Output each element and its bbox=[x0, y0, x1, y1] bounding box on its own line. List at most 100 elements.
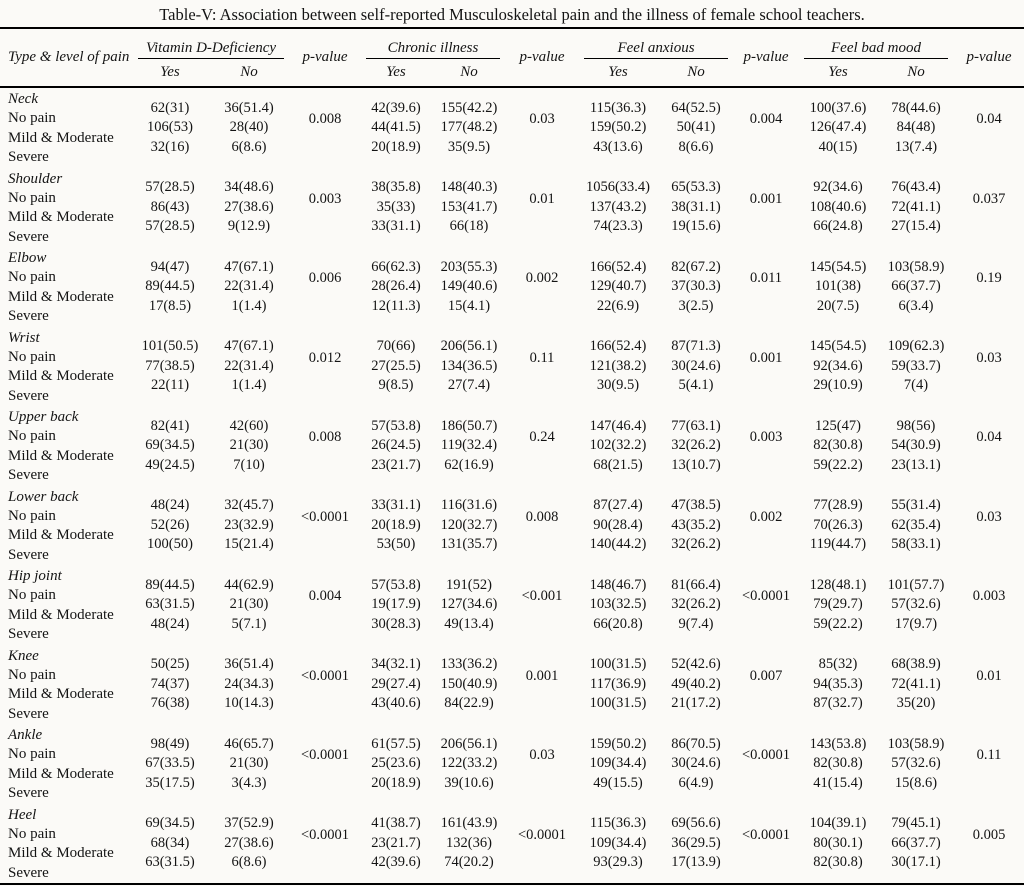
count-value: 37(52.9) bbox=[224, 815, 274, 832]
count-value: 145(54.5) bbox=[809, 258, 867, 275]
table-title: Table-V: Association between self-report… bbox=[159, 5, 865, 24]
count-value: 77(63.1) bbox=[671, 417, 721, 434]
count-cell-no: 36(51.4) 24(34.3) 10(14.3) bbox=[208, 645, 290, 725]
count-value: 26(24.5) bbox=[371, 437, 421, 454]
count-cell-no: 77(63.1) 32(26.2) 13(10.7) bbox=[658, 406, 734, 486]
p-value-cell: 0.001 bbox=[749, 349, 783, 366]
count-value: 23(21.7) bbox=[371, 456, 421, 473]
count-value: 23(21.7) bbox=[371, 834, 421, 851]
count-value: 32(26.2) bbox=[671, 536, 721, 553]
p-value-cell: <0.0001 bbox=[300, 747, 350, 763]
count-cell-no: 155(42.2) 177(48.2) 35(9.5) bbox=[432, 88, 506, 168]
count-value: 126(47.4) bbox=[809, 119, 867, 136]
count-value: 27(38.6) bbox=[224, 198, 274, 215]
subcol-yes: Yes bbox=[386, 64, 406, 80]
count-value: 77(28.9) bbox=[813, 497, 863, 514]
count-value: 109(34.4) bbox=[589, 834, 647, 851]
count-cell-yes: 57(53.8) 19(17.9) 30(28.3) bbox=[360, 565, 432, 645]
p-value-cell: 0.03 bbox=[529, 111, 555, 127]
count-value: 6(8.6) bbox=[231, 138, 267, 155]
count-value: 150(40.9) bbox=[440, 675, 498, 692]
count-cell-yes: 125(47) 82(30.8) 59(22.2) bbox=[798, 406, 878, 486]
count-value: 149(40.6) bbox=[440, 278, 498, 295]
count-value: 57(53.8) bbox=[371, 417, 421, 434]
count-value: 77(38.5) bbox=[145, 357, 195, 374]
count-value: 23(13.1) bbox=[891, 456, 941, 473]
count-cell-yes: 66(62.3) 28(26.4) 12(11.3) bbox=[360, 247, 432, 327]
count-value: 62(31) bbox=[150, 99, 190, 116]
count-cell-no: 78(44.6) 84(48) 13(7.4) bbox=[878, 88, 954, 168]
pain-level-label: Severe bbox=[8, 626, 49, 643]
subcol-yes: Yes bbox=[160, 64, 180, 80]
count-value: 48(24) bbox=[150, 497, 190, 514]
count-value: 35(33) bbox=[376, 198, 416, 215]
pain-level-label: Mild & Moderate bbox=[8, 765, 114, 782]
count-cell-no: 101(57.7) 57(32.6) 17(9.7) bbox=[878, 565, 954, 645]
count-value: 94(47) bbox=[150, 258, 190, 275]
count-value: 57(28.5) bbox=[145, 179, 195, 196]
count-value: 66(37.7) bbox=[891, 834, 941, 851]
count-value: 127(34.6) bbox=[440, 596, 498, 613]
count-cell-yes: 48(24) 52(26) 100(50) bbox=[132, 486, 208, 566]
pain-level-label: Mild & Moderate bbox=[8, 606, 114, 623]
count-value: 38(35.8) bbox=[371, 179, 421, 196]
p-value-cell: <0.0001 bbox=[741, 826, 791, 843]
pain-level-label: Severe bbox=[8, 467, 49, 484]
count-cell-yes: 87(27.4) 90(28.4) 140(44.2) bbox=[578, 486, 658, 566]
count-cell-no: 55(31.4) 62(35.4) 58(33.1) bbox=[878, 486, 954, 566]
count-cell-no: 81(66.4) 32(26.2) 9(7.4) bbox=[658, 565, 734, 645]
count-cell-no: 32(45.7) 23(32.9) 15(21.4) bbox=[208, 486, 290, 566]
row-label-header: Type & level of pain bbox=[8, 49, 130, 65]
count-value: 27(25.5) bbox=[371, 357, 421, 374]
count-value: 69(56.6) bbox=[671, 815, 721, 832]
count-cell-yes: 57(53.8) 26(24.5) 23(21.7) bbox=[360, 406, 432, 486]
count-cell-yes: 82(41) 69(34.5) 49(24.5) bbox=[132, 406, 208, 486]
count-value: 103(58.9) bbox=[887, 735, 945, 752]
count-value: 47(67.1) bbox=[224, 338, 274, 355]
count-value: 70(66) bbox=[376, 338, 416, 355]
count-value: 20(18.9) bbox=[371, 516, 421, 533]
count-value: 129(40.7) bbox=[589, 278, 647, 295]
count-cell-yes: 101(50.5) 77(38.5) 22(11) bbox=[132, 327, 208, 407]
count-value: 89(44.5) bbox=[145, 576, 195, 593]
count-cell-yes: 57(28.5) 86(43) 57(28.5) bbox=[132, 168, 208, 248]
pain-level-label: Mild & Moderate bbox=[8, 288, 114, 305]
count-cell-yes: 41(38.7) 23(21.7) 42(39.6) bbox=[360, 804, 432, 884]
count-cell-no: 109(62.3) 59(33.7) 7(4) bbox=[878, 327, 954, 407]
p-value-cell: 0.003 bbox=[972, 588, 1006, 604]
count-value: 84(48) bbox=[896, 119, 936, 136]
col-group-feel-bad-mood: Feel bad mood bbox=[804, 40, 948, 59]
count-value: 32(16) bbox=[150, 138, 190, 155]
count-value: 9(8.5) bbox=[378, 377, 414, 394]
count-value: 6(8.6) bbox=[231, 854, 267, 871]
count-value: 43(35.2) bbox=[671, 516, 721, 533]
count-cell-yes: 100(37.6) 126(47.4) 40(15) bbox=[798, 88, 878, 168]
table-row: Heel No pain Mild & Moderate Severe 69(34.5)… bbox=[0, 804, 1024, 884]
count-cell-no: 103(58.9) 66(37.7) 6(3.4) bbox=[878, 247, 954, 327]
count-value: 206(56.1) bbox=[440, 735, 498, 752]
count-value: 1056(33.4) bbox=[585, 179, 651, 196]
count-value: 21(30) bbox=[229, 437, 269, 454]
count-value: 100(50) bbox=[147, 536, 193, 553]
pain-site-cell: Neck No pain Mild & Moderate Severe bbox=[0, 88, 132, 168]
count-value: 30(28.3) bbox=[371, 615, 421, 632]
p-value-cell: <0.0001 bbox=[517, 826, 567, 843]
count-cell-yes: 143(53.8) 82(30.8) 41(15.4) bbox=[798, 724, 878, 804]
count-value: 70(26.3) bbox=[813, 516, 863, 533]
count-value: 40(15) bbox=[818, 138, 858, 155]
pain-level-label: No pain bbox=[8, 825, 56, 842]
count-value: 115(36.3) bbox=[589, 815, 647, 832]
table-row: Knee No pain Mild & Moderate Severe 50(25) 74… bbox=[0, 645, 1024, 725]
count-value: 100(37.6) bbox=[809, 99, 867, 116]
count-value: 19(17.9) bbox=[371, 596, 421, 613]
count-cell-no: 191(52) 127(34.6) 49(13.4) bbox=[432, 565, 506, 645]
count-value: 7(4) bbox=[903, 377, 929, 394]
count-value: 1(1.4) bbox=[231, 297, 267, 314]
count-cell-no: 65(53.3) 38(31.1) 19(15.6) bbox=[658, 168, 734, 248]
p-value-cell: 0.001 bbox=[749, 190, 783, 207]
count-value: 191(52) bbox=[446, 576, 492, 593]
count-value: 6(4.9) bbox=[678, 774, 714, 791]
pain-site-label: Neck bbox=[8, 91, 38, 107]
count-value: 76(38) bbox=[150, 695, 190, 712]
